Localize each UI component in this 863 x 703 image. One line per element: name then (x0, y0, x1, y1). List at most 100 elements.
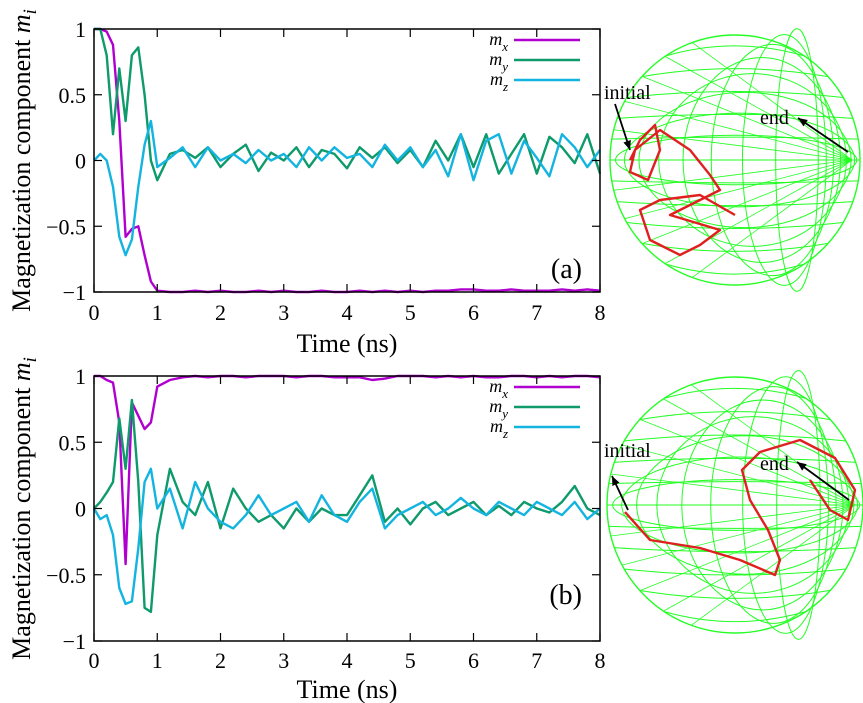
series-line-mz (92, 467, 601, 606)
sphere-latitude (617, 113, 853, 119)
x-tick-label: 6 (468, 300, 479, 325)
sphere-latitude (608, 525, 862, 529)
plot-frame (93, 28, 601, 293)
x-tick-label: 3 (278, 648, 289, 673)
y-tick-label: 1 (75, 17, 86, 42)
chart-panel-b: 0 1 2 3 4 5 6 7 8 −1 −0.5 0 0.5 1 Time (ns) Magnetizati… (7, 357, 606, 703)
sphere-latitude (665, 45, 805, 57)
y-tick-label: 0.5 (59, 83, 87, 108)
y-tick-label: 0 (75, 149, 86, 174)
arrowhead (623, 140, 631, 150)
sphere-a: initial end (604, 28, 861, 292)
sphere-latitude (639, 589, 831, 599)
arrowhead (798, 118, 808, 127)
sphere-spoke (663, 504, 856, 612)
sphere-spoke (641, 75, 853, 161)
sphere-latitude (665, 263, 805, 275)
x-axis-label: Time (ns) (297, 675, 398, 703)
x-tick-label: 3 (278, 300, 289, 325)
x-tick-label: 8 (595, 648, 606, 673)
sphere-latitude (614, 547, 856, 553)
magnetization-trajectory (628, 123, 736, 257)
x-tick-label: 4 (342, 300, 353, 325)
sphere-latitude (611, 180, 859, 184)
sphere-spoke (610, 473, 856, 506)
sphere-spoke (641, 159, 853, 245)
x-tick-label: 5 (405, 648, 416, 673)
sphere-spoke (692, 159, 853, 278)
sphere-spoke (692, 42, 853, 161)
sphere-latitude (626, 222, 844, 229)
sphere-spoke (621, 504, 856, 566)
series-line-mx (94, 27, 601, 294)
magnetization-trajectory (624, 438, 857, 577)
sphere-latitude (641, 68, 829, 78)
y-tick-label: 0.5 (59, 430, 87, 455)
legend-entry-my: my (489, 49, 508, 74)
x-tick-label: 2 (215, 648, 226, 673)
series-line-my (94, 27, 602, 182)
legend-entry-mx: mx (489, 376, 508, 401)
x-tick-label: 1 (152, 300, 163, 325)
sphere-latitude (639, 411, 831, 421)
y-tick-label: 1 (75, 364, 86, 389)
y-tick-label: −0.5 (46, 214, 86, 239)
sphere-label-finish: end (760, 453, 789, 475)
sphere-latitude (608, 481, 862, 485)
sphere-latitude (626, 91, 844, 98)
y-axis-label: Magnetization component mi (7, 9, 41, 312)
sphere-spoke (639, 418, 856, 506)
x-tick-label: 1 (152, 648, 163, 673)
x-tick-label: 6 (468, 648, 479, 673)
sphere-arrow-finish (796, 461, 850, 501)
sphere-b: initial end (604, 370, 863, 640)
sphere-latitude (664, 387, 806, 399)
y-tick-label: −1 (63, 280, 86, 305)
x-tick-label: 5 (405, 300, 416, 325)
x-tick-label: 8 (595, 300, 606, 325)
legend-entry-mx: mx (489, 29, 508, 54)
plot-frame (93, 375, 601, 642)
panel-label: (b) (549, 580, 582, 611)
sphere-spoke (624, 100, 853, 161)
legend-entry-mz: mz (490, 69, 508, 94)
legend-entry-my: my (489, 396, 508, 421)
x-tick-label: 4 (342, 648, 353, 673)
series-line-mz (93, 119, 601, 257)
x-axis-label: Time (ns) (297, 329, 398, 358)
sphere-spoke (621, 444, 856, 506)
sphere-spoke (610, 504, 856, 537)
series-line-my (93, 398, 601, 614)
x-tick-label: 2 (215, 300, 226, 325)
sphere-spoke (664, 56, 853, 161)
sphere-spoke (613, 129, 853, 161)
sphere-latitude (624, 434, 846, 442)
panel-label: (a) (551, 254, 582, 285)
arrowhead (612, 476, 620, 486)
x-tick-label: 0 (89, 300, 100, 325)
sphere-label-start: initial (604, 440, 651, 462)
sphere-spoke (639, 504, 856, 592)
y-tick-label: 0 (75, 497, 86, 522)
y-tick-label: −0.5 (46, 563, 86, 588)
sphere-spoke (624, 159, 853, 220)
sphere-latitude (624, 568, 846, 576)
sphere-label-finish: end (760, 107, 789, 129)
legend-entry-mz: mz (490, 416, 508, 441)
x-tick-label: 7 (531, 300, 542, 325)
y-tick-label: −1 (63, 629, 86, 654)
sphere-arrow-finish (797, 117, 849, 153)
sphere-latitude (664, 611, 806, 623)
sphere-latitude (617, 201, 853, 207)
x-tick-label: 0 (89, 648, 100, 673)
sphere-label-start: initial (604, 82, 651, 104)
sphere-spoke (613, 159, 853, 191)
x-tick-label: 7 (531, 648, 542, 673)
y-axis-label: Magnetization component mi (7, 357, 41, 660)
sphere-spoke (690, 504, 856, 626)
arrowhead (797, 462, 807, 471)
sphere-latitude (614, 457, 856, 463)
